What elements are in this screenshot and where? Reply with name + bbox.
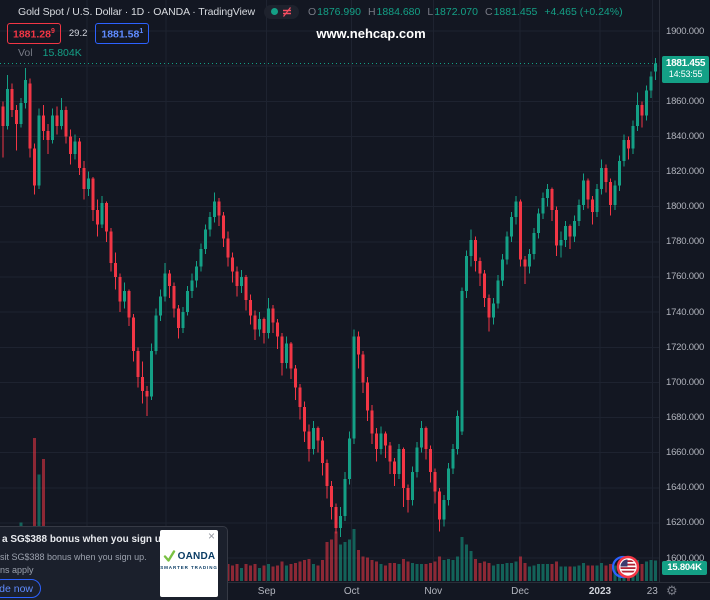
us-economic-event-icon[interactable] (611, 554, 642, 585)
price-axis-label: 1860.000 (666, 95, 705, 107)
change-value: +4.465 (+0.24%) (544, 5, 623, 18)
price-axis-label: 1740.000 (666, 306, 705, 318)
close-value: 1881.455 (493, 5, 538, 18)
open-value: 1876.990 (317, 5, 361, 18)
candlestick-chart-canvas[interactable] (0, 0, 659, 582)
last-price-label: 1881.455 14:53:55 (662, 55, 709, 83)
price-axis-label: 1720.000 (666, 341, 705, 353)
price-axis-label: 1780.000 (666, 236, 705, 248)
ad-close-button[interactable]: × (207, 529, 215, 543)
volume-value: 15.804K (42, 47, 82, 59)
price-axis-label: 1680.000 (666, 412, 705, 424)
low-value: 1872.070 (434, 5, 478, 18)
price-axis-label: 1800.000 (666, 201, 705, 213)
price-axis-label: 1600.000 (666, 552, 705, 564)
ad-subline: sit SG$388 bonus when you sign up. (0, 552, 147, 562)
volume-legend: Vol 15.804K (18, 47, 82, 59)
high-value: 1884.680 (376, 5, 421, 18)
price-axis-label: 1840.000 (666, 130, 705, 142)
bid-ask-panel: 1881.289 29.2 1881.581 (7, 23, 150, 44)
time-axis-label: 2023 (588, 586, 612, 597)
oanda-logo-text: OANDA (177, 551, 216, 562)
oanda-tagline: SMARTER TRADING (160, 565, 218, 570)
symbol-title[interactable]: Gold Spot / U.S. Dollar · 1D · OANDA · T… (18, 5, 255, 18)
time-axis-label: Sep (257, 586, 276, 597)
price-axis[interactable]: 1881.455 14:53:55 15.804K 1900.0001880.0… (659, 0, 710, 582)
price-axis-label: 1820.000 (666, 166, 705, 178)
ad-terms: ns apply (0, 565, 34, 575)
price-axis-label: 1900.000 (666, 25, 705, 37)
last-price-value: 1881.455 (665, 57, 706, 69)
ad-banner: a SG$388 bonus when you sign up. sit SG$… (0, 526, 228, 600)
price-axis-label: 1760.000 (666, 271, 705, 283)
price-axis-label: 1620.000 (666, 517, 705, 529)
time-axis[interactable]: ⚙ Sep Oct Nov Dec 2023 23 (0, 582, 710, 600)
time-axis-label: 23 (646, 586, 658, 597)
chart-legend: Gold Spot / U.S. Dollar · 1D · OANDA · T… (18, 4, 623, 19)
time-axis-label: Dec (511, 586, 529, 597)
settings-gear-icon[interactable]: ⚙ (666, 584, 678, 599)
oanda-logo-card: × OANDA SMARTER TRADING (160, 530, 218, 597)
ad-headline: a SG$388 bonus when you sign up. (2, 534, 170, 545)
volume-axis-label: 15.804K (662, 561, 707, 575)
market-status-pill[interactable] (263, 4, 299, 19)
trade-now-button[interactable]: ade now (0, 579, 41, 598)
spread-value: 29.2 (68, 27, 88, 39)
bar-close-countdown: 14:53:55 (668, 68, 703, 79)
price-axis-label: 1660.000 (666, 447, 705, 459)
bid-price-button[interactable]: 1881.289 (7, 23, 61, 44)
market-closed-icon (282, 6, 292, 17)
volume-label: Vol (18, 47, 33, 59)
time-axis-label: Oct (343, 586, 360, 597)
ask-price-button[interactable]: 1881.581 (95, 23, 150, 44)
watermark: www.nehcap.com (316, 26, 426, 41)
price-axis-label: 1640.000 (666, 482, 705, 494)
time-axis-label: Nov (424, 586, 443, 597)
ohlc-values: O1876.990 H1884.680 L1872.070 C1881.455 … (307, 5, 623, 18)
data-connected-dot-icon (270, 8, 278, 15)
oanda-check-icon (163, 550, 176, 563)
price-axis-label: 1700.000 (666, 376, 705, 388)
